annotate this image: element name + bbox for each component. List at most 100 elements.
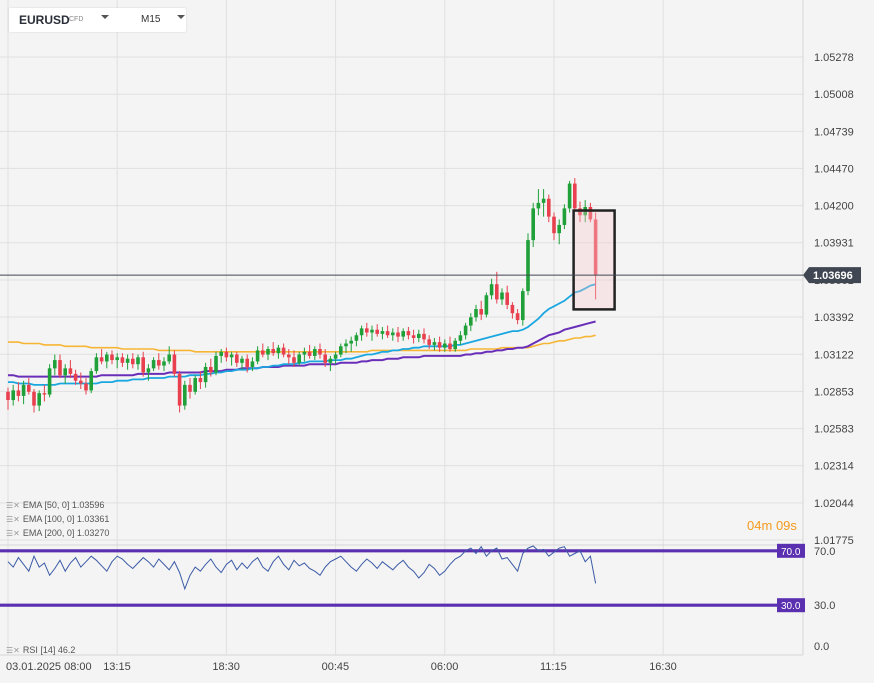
candle-body — [11, 390, 15, 401]
indicator-settings-icon[interactable]: ☰✕ — [6, 646, 20, 655]
candle-body — [333, 354, 338, 359]
candle-body — [359, 328, 364, 336]
candle-body — [157, 360, 161, 366]
candle-body — [562, 208, 567, 225]
candle-body — [484, 295, 489, 315]
candle-body — [219, 351, 223, 356]
candle-body — [245, 358, 249, 367]
candle-body — [370, 329, 374, 333]
candle-body — [141, 357, 145, 373]
candle-body — [593, 219, 598, 275]
candle-body — [573, 183, 577, 209]
candle-body — [515, 313, 520, 321]
candle-body — [437, 342, 442, 348]
candle-body — [536, 202, 541, 209]
candle-body — [131, 358, 135, 365]
indicator-settings-icon[interactable]: ☰✕ — [6, 515, 20, 524]
legend-ema200-text: EMA [200, 0] 1.03270 — [22, 528, 110, 538]
time-tick-label: 06:00 — [431, 661, 459, 673]
candle-body — [406, 331, 411, 336]
current-price: 1.03696 — [0, 267, 861, 284]
instrument-type-label: CFD — [69, 16, 84, 23]
candle-body — [151, 360, 156, 369]
rsi-tick-label: 70.0 — [814, 546, 835, 558]
candle-body — [16, 390, 21, 396]
candle-body — [557, 224, 561, 234]
candle-body — [339, 346, 343, 355]
candle-body — [510, 304, 515, 314]
candle-body — [495, 284, 499, 300]
symbol-dropdown-icon[interactable] — [101, 15, 109, 19]
rsi-level-label: 30.0 — [781, 601, 801, 612]
candle-body — [53, 360, 57, 369]
candle-body — [578, 208, 582, 216]
time-tick-label: 03.01.2025 08:00 — [6, 661, 92, 673]
candle-body — [505, 292, 509, 305]
countdown-seconds: 09 — [775, 518, 791, 533]
symbol-bar[interactable]: EURUSD CFD M15 — [9, 8, 186, 32]
candle-body — [453, 340, 457, 350]
countdown-min-unit: m — [761, 518, 773, 533]
candle-body — [209, 366, 213, 373]
legend-ema50-text: EMA [50, 0] 1.03596 — [22, 500, 105, 510]
legend-ema200[interactable]: ☰✕ EMA [200, 0] 1.03270 — [6, 528, 109, 538]
candle-body — [32, 391, 36, 406]
candle-body — [469, 317, 473, 326]
candle-body — [375, 329, 379, 334]
candle-body — [224, 351, 229, 358]
candle-body — [567, 183, 572, 209]
candle-body — [79, 380, 83, 384]
candle-body — [344, 343, 348, 347]
candle-body — [63, 368, 67, 376]
candle-body — [526, 240, 530, 292]
candle-body — [188, 384, 192, 392]
candle-body — [276, 347, 281, 354]
candle-body — [271, 349, 275, 354]
ema-lines — [8, 283, 596, 386]
candle-body — [401, 331, 405, 337]
symbol-label[interactable]: EURUSD — [19, 13, 70, 27]
candle-body — [307, 351, 312, 356]
ema100-line — [8, 320, 596, 378]
candle-body — [183, 384, 187, 406]
candle-body — [500, 292, 504, 300]
indicator-settings-icon[interactable]: ☰✕ — [6, 501, 20, 510]
candle-body — [417, 333, 421, 339]
candle-body — [250, 361, 255, 367]
candle-body — [552, 216, 556, 234]
candle-body — [255, 350, 260, 362]
candle-body — [120, 357, 125, 363]
candle-body — [136, 357, 140, 365]
indicator-settings-icon[interactable]: ☰✕ — [6, 529, 20, 538]
candle-body — [547, 198, 551, 217]
timeframe-label[interactable]: M15 — [141, 14, 161, 25]
candle-body — [68, 368, 73, 374]
candle-body — [240, 358, 244, 363]
legend-ema100[interactable]: ☰✕ EMA [100, 0] 1.03361 — [6, 514, 109, 524]
rsi-line — [7, 545, 597, 591]
candle-body — [27, 384, 31, 392]
ema50-line — [8, 283, 596, 386]
rsi-panel: 70.0 70.0 30.0 30.0 0.0 — [0, 543, 835, 653]
price-axis: 1.05278 1.05008 1.04739 1.04470 1.04200 1.039… — [814, 52, 854, 547]
time-tick-label: 00:45 — [322, 661, 350, 673]
candle-body — [391, 332, 395, 336]
candle-body — [73, 373, 78, 381]
candle-body — [198, 377, 203, 383]
candle-body — [84, 383, 88, 391]
candle-body — [422, 333, 426, 340]
candle-body — [281, 347, 286, 355]
timeframe-dropdown-icon[interactable] — [177, 15, 185, 19]
candle-body — [380, 331, 385, 334]
rsi-level-tag — [777, 598, 805, 613]
candle-body — [89, 371, 93, 391]
candle-body — [172, 354, 177, 374]
candle-countdown: 04m 09s — [747, 518, 797, 533]
candle-body — [313, 349, 317, 356]
candle-body — [115, 357, 119, 361]
current-price-tag — [803, 267, 861, 284]
legend-ema50[interactable]: ☰✕ EMA [50, 0] 1.03596 — [6, 500, 104, 510]
legend-rsi[interactable]: ☰✕ RSI [14] 46.2 — [6, 645, 75, 655]
